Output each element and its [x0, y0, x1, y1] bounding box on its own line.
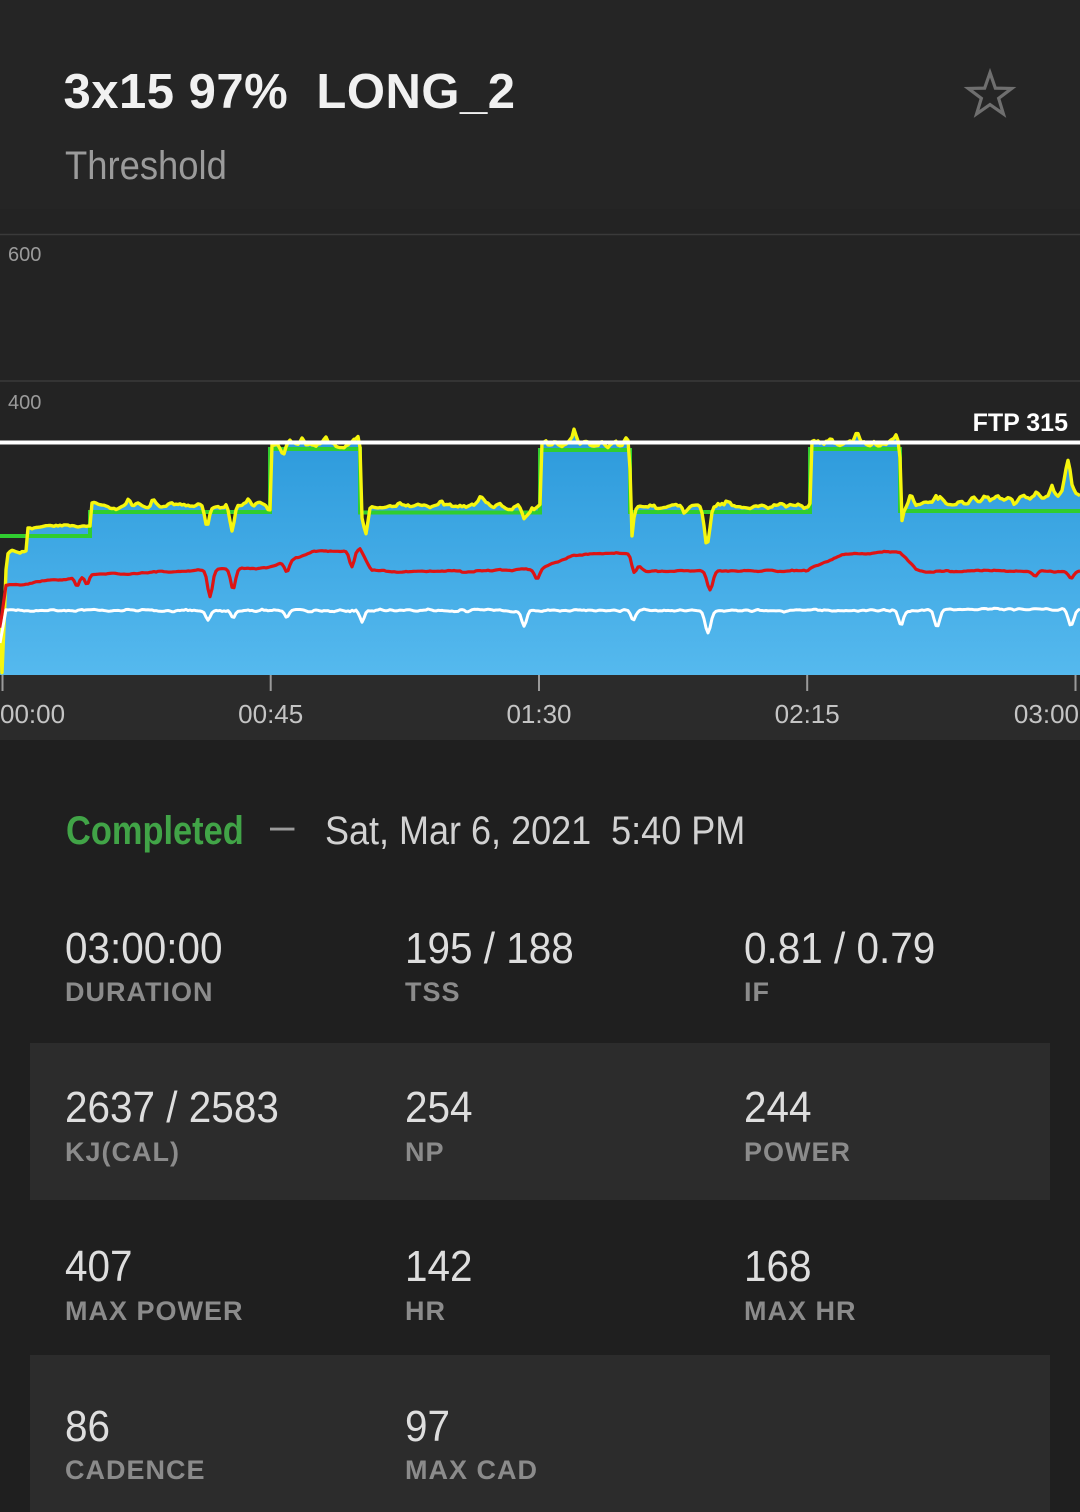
svg-text:600: 600	[8, 244, 41, 266]
svg-text:01:30: 01:30	[506, 699, 571, 729]
svg-text:00:45: 00:45	[238, 699, 303, 729]
svg-text:400: 400	[8, 392, 41, 414]
svg-text:FTP 315: FTP 315	[973, 409, 1069, 437]
svg-text:02:15: 02:15	[775, 699, 840, 729]
svg-text:03:00: 03:00	[1014, 699, 1079, 729]
svg-text:00:00: 00:00	[0, 699, 65, 729]
